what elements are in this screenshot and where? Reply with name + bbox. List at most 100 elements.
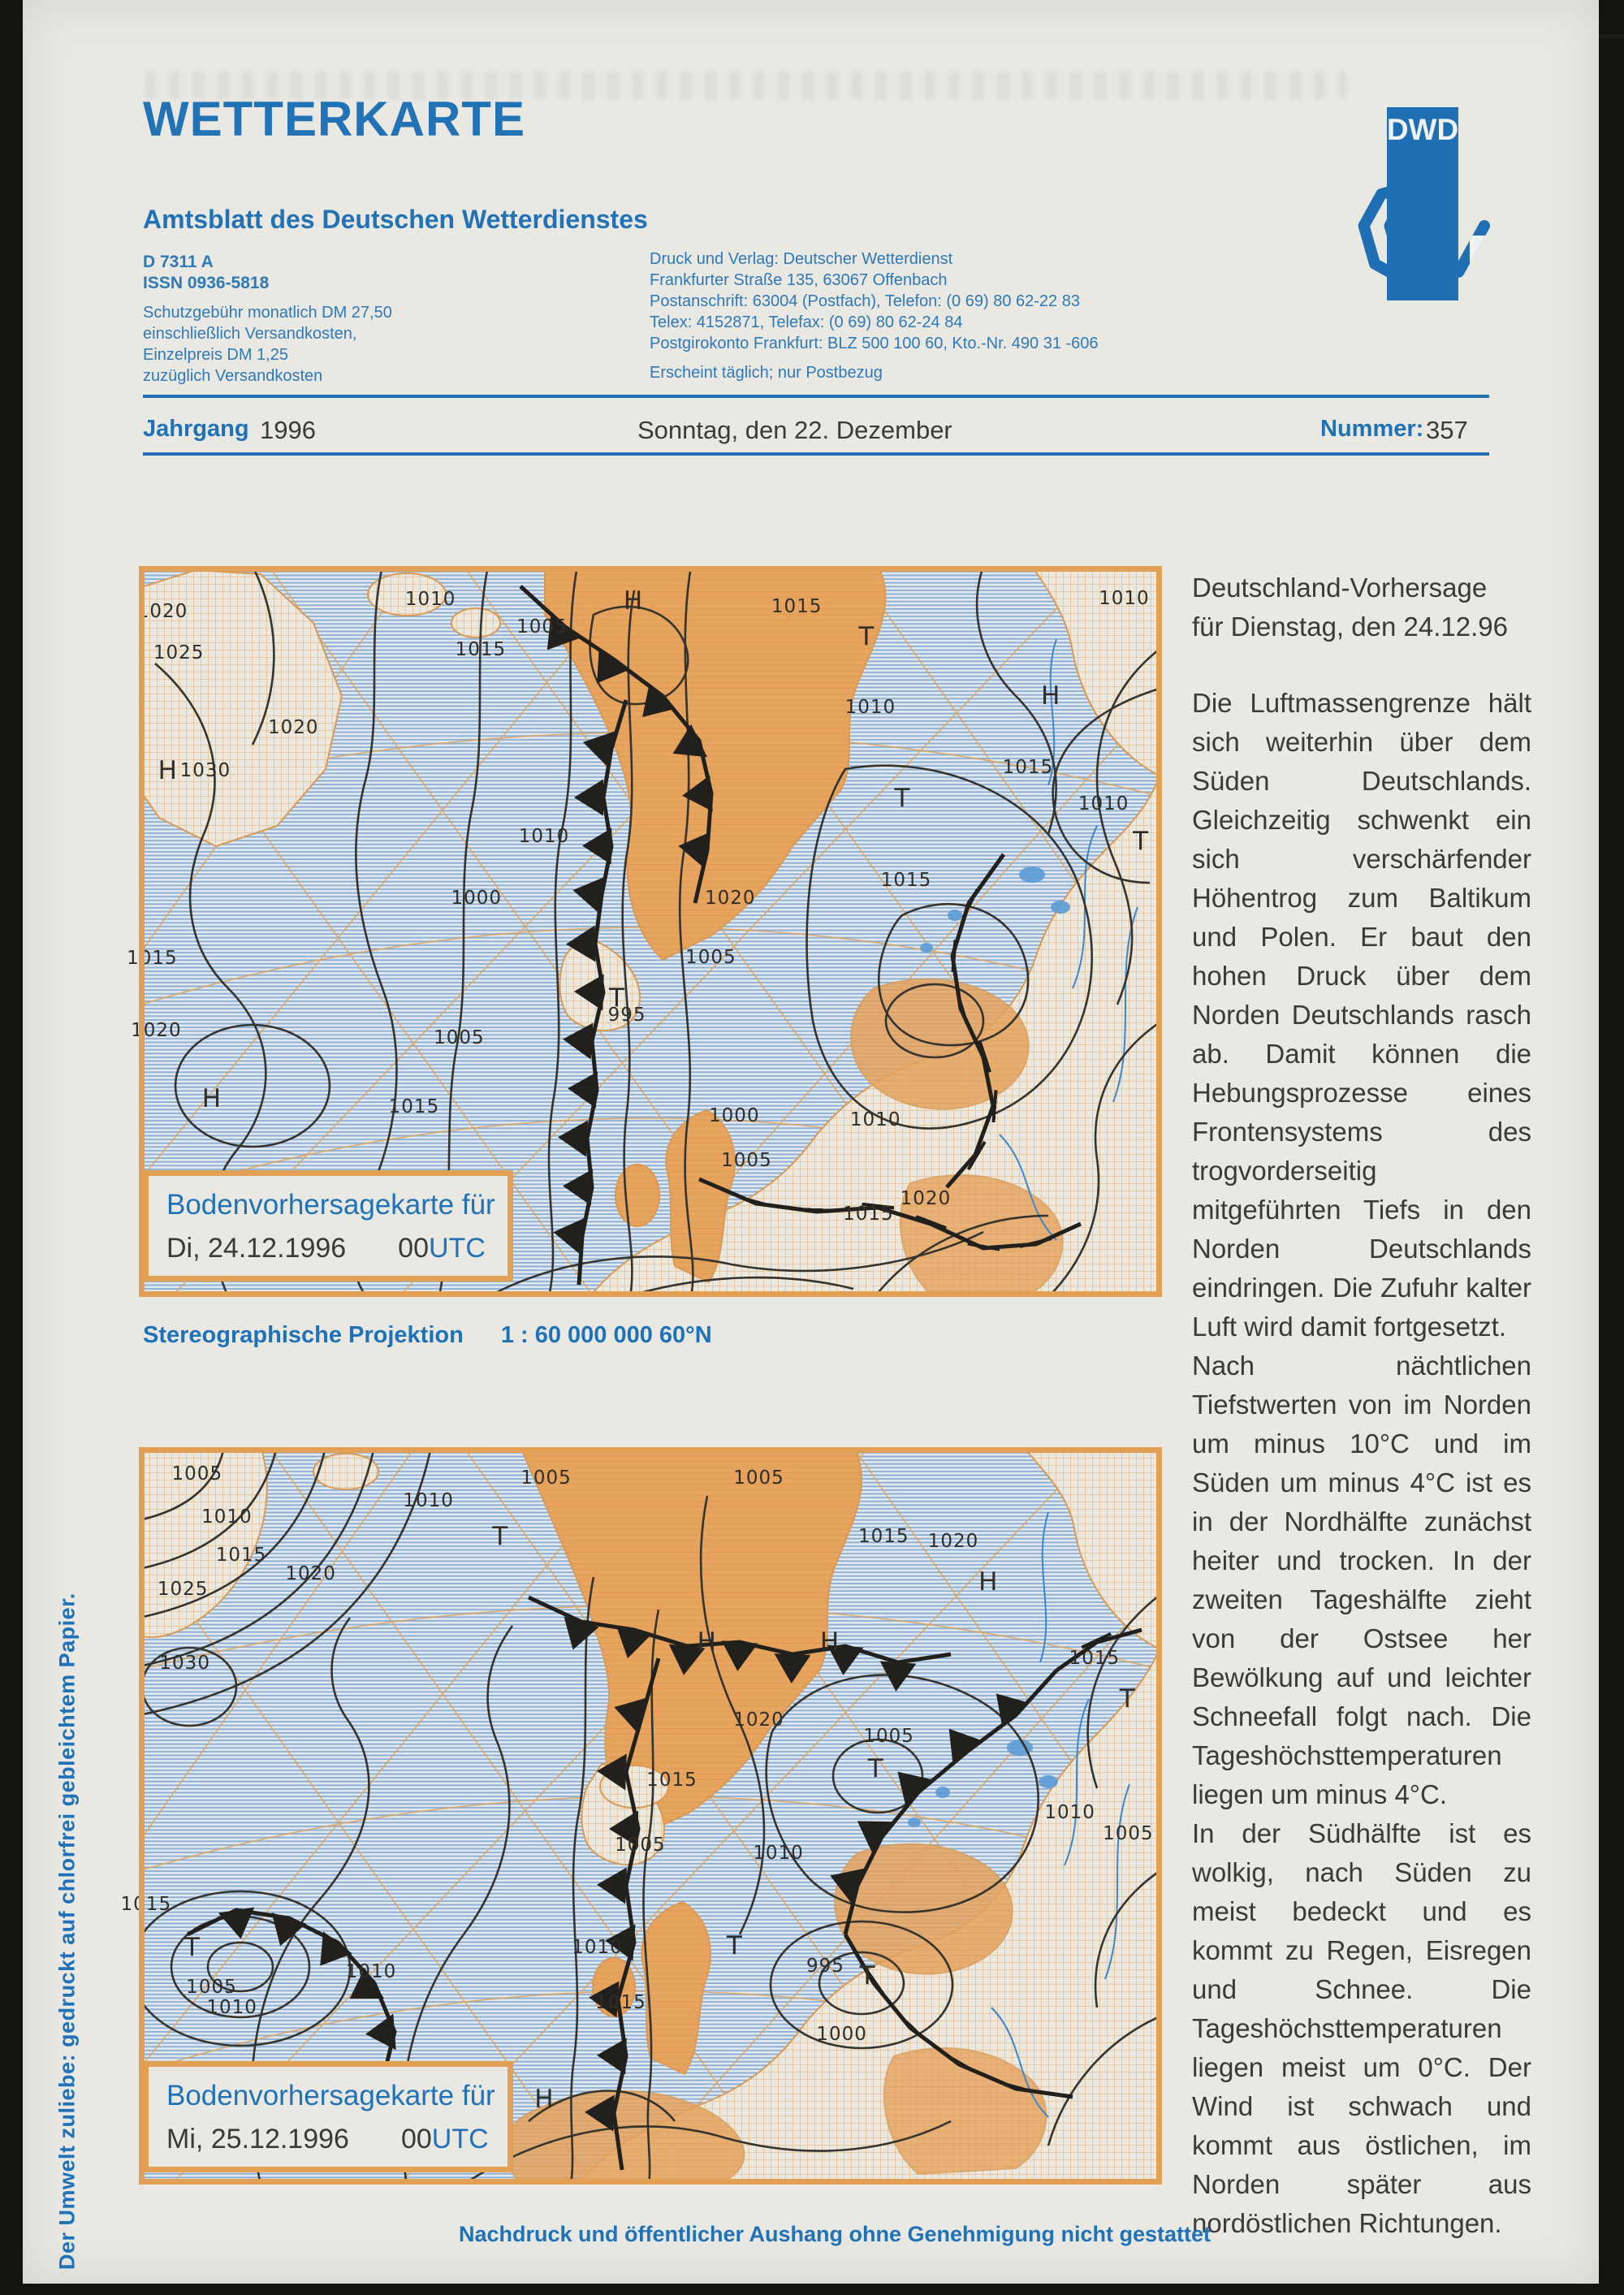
pressure-center-marker: T: [1133, 827, 1148, 857]
isobar-label: 1005: [685, 947, 736, 969]
forecast-map-tuesday: 1020 1010 1005 1015 1025 H 1015 T 1010 H 1010 1020 H…: [127, 566, 1162, 1297]
forecast-title-line2: für Dienstag, den 24.12.96: [1192, 612, 1508, 642]
isobar-label: 1005: [171, 1463, 223, 1485]
dwd-logo: DWD: [1358, 107, 1490, 300]
isobar-label: 1005: [1103, 1822, 1154, 1844]
forecast-column: Deutschland-Vorhersage für Dienstag, den…: [1192, 568, 1531, 2295]
isobar-label: 1010: [1099, 587, 1150, 609]
map-date: Di, 24.12.1996: [166, 1233, 347, 1264]
isobar-label: 1015: [880, 870, 932, 891]
pressure-center-marker: T: [894, 784, 910, 814]
publisher-line: Druck und Verlag: Deutscher Wetterdienst: [650, 250, 953, 268]
isobar-label: 1015: [120, 1893, 172, 1915]
issn: ISSN 0936-5818: [143, 274, 270, 292]
page: Der Umwelt zuliebe: gedruckt auf chlorfr…: [23, 0, 1599, 2284]
isobar-label: 995: [607, 1004, 646, 1026]
pressure-center-marker: H: [201, 1084, 222, 1114]
print-bleed-artifact: [145, 71, 1346, 99]
isobar-label: 1010: [1078, 793, 1129, 815]
isobar-label: 1015: [1002, 757, 1054, 779]
isobar-label: 1015: [455, 638, 507, 660]
isobar-label: 1020: [267, 716, 319, 738]
appearance-note: Erscheint täglich; nur Postbezug: [650, 364, 883, 382]
isobar-label: 1010: [572, 1936, 623, 1958]
isobar-label: 1010: [849, 1109, 901, 1131]
map-caption-datetime: Di, 24.12.1996 00UTC: [166, 1233, 501, 1264]
isobar-label: 1005: [721, 1149, 772, 1171]
page-title: WETTERKARTE: [143, 92, 525, 146]
rule-top: [143, 395, 1489, 398]
publication-meta-left: D 7311 A ISSN 0936-5818 Schutzgebühr mon…: [143, 252, 598, 387]
isobar-label: 1015: [857, 1525, 909, 1547]
pressure-center-marker: T: [726, 1930, 742, 1960]
projection-note: Stereographische Projektion 1 : 60 000 00…: [143, 1322, 712, 1349]
eco-note-vertical: Der Umwelt zuliebe: gedruckt auf chlorfr…: [54, 1593, 80, 2270]
isobar-label: 1010: [753, 1843, 804, 1865]
volume-label: Jahrgang: [143, 416, 249, 442]
pressure-center-marker: H: [697, 1627, 716, 1657]
issue-date: Sonntag, den 22. Dezember: [637, 416, 952, 444]
isobar-label: 1010: [403, 1490, 454, 1512]
isobar-label: 1000: [709, 1104, 760, 1126]
publisher-line: Postgirokonto Frankfurt: BLZ 500 100 60,…: [650, 335, 1099, 352]
forecast-paragraph: Nach nächtlichen Tiefstwerten von im Nor…: [1192, 1351, 1531, 1809]
number-value: 357: [1426, 416, 1468, 444]
isobar-label: 1005: [186, 1976, 237, 1998]
pressure-center-marker: H: [978, 1567, 998, 1597]
isobar-label: 1005: [615, 1835, 666, 1856]
map-timezone: UTC: [429, 1233, 486, 1264]
isobar-label: 1010: [201, 1506, 253, 1528]
isobar-label: 1000: [816, 2023, 867, 2045]
isobar-label: 1030: [179, 760, 231, 781]
isobar-label: 1020: [136, 600, 188, 622]
isobar-label: 1005: [516, 616, 568, 638]
pressure-center-marker: H: [623, 586, 643, 616]
isobar-label: 1020: [927, 1531, 979, 1553]
pressure-center-marker: H: [1041, 681, 1060, 711]
pressure-center-marker: T: [608, 983, 624, 1013]
isobar-label: 1010: [404, 588, 456, 610]
map-1-labels: 1020 1010 1005 1015 1025 H 1015 T 1010 H 1010 1020 H…: [127, 566, 1162, 1297]
map-caption-title: Bodenvorhersagekarte für: [166, 1189, 495, 1221]
forecast-title: Deutschland-Vorhersage für Dienstag, den…: [1192, 568, 1531, 646]
map-time: 00: [398, 1233, 429, 1264]
map-time: 00: [400, 2124, 432, 2155]
pressure-center-marker: T: [1119, 1683, 1135, 1714]
pressure-center-marker: H: [819, 1627, 840, 1657]
map-timezone: UTC: [431, 2124, 489, 2155]
map-caption-title: Bodenvorhersagekarte für: [166, 2080, 495, 2111]
dwd-logo-text: DWD: [1387, 113, 1458, 146]
isobar-label: 1015: [843, 1204, 894, 1225]
isobar-label: 1010: [206, 1997, 257, 2019]
isobar-label: 1025: [157, 1579, 209, 1601]
pressure-center-marker: H: [534, 2084, 554, 2114]
pressure-center-marker: H: [158, 756, 177, 785]
isobar-label: 1015: [388, 1096, 440, 1117]
isobar-label: 1020: [900, 1187, 952, 1209]
forecast-paragraph: In der Südhälfte ist es wolkig, nach Süd…: [1192, 1818, 1531, 2238]
projection-scale: 1 : 60 000 000 60°N: [500, 1322, 712, 1348]
forecast-map-wednesday: 1005 1010 1015 1020 1025 1010 1005 T 1005 1015 102…: [121, 1447, 1162, 2185]
isobar-label: 1015: [646, 1770, 698, 1791]
price-line: einschließlich Versandkosten,: [143, 325, 357, 343]
isobar-label: 1015: [127, 948, 178, 970]
isobar-label: 1020: [733, 1709, 784, 1731]
pressure-center-marker: T: [858, 622, 875, 652]
volume-value: 1996: [260, 416, 316, 444]
pressure-center-marker: T: [859, 1961, 875, 1991]
price-line: Schutzgebühr monatlich DM 27,50: [143, 304, 392, 322]
publisher-line: Telex: 4152871, Telefax: (0 69) 80 62-24…: [650, 313, 963, 331]
map-caption-wednesday: Bodenvorhersagekarte für Mi, 25.12.1996 0…: [143, 2061, 513, 2172]
reprint-notice: Nachdruck und öffentlicher Aushang ohne …: [458, 2222, 1212, 2246]
pressure-center-marker: T: [492, 1521, 508, 1551]
publication-code: D 7311 A: [143, 253, 214, 271]
isobar-label: 1020: [285, 1563, 336, 1585]
isobar-label: 1005: [733, 1467, 784, 1489]
isobar-label: 1015: [771, 596, 823, 618]
price-line: zuzüglich Versandkosten: [143, 367, 323, 385]
map-date: Mi, 25.12.1996: [166, 2124, 349, 2155]
isobar-label: 1005: [863, 1725, 914, 1747]
isobar-label: 1005: [520, 1467, 572, 1489]
dwd-logo-bar: [1387, 107, 1458, 300]
